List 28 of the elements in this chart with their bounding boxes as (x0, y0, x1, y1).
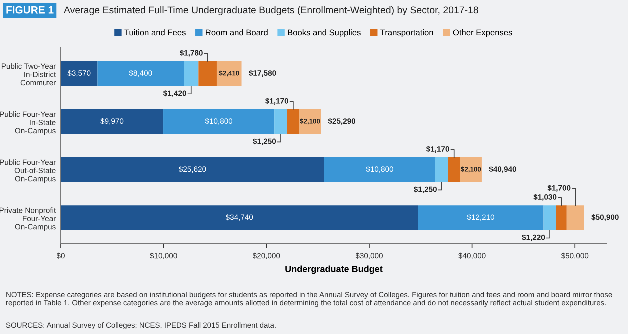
bar (61, 158, 324, 183)
bar (184, 61, 199, 86)
bar (299, 109, 322, 134)
bar (216, 61, 242, 86)
legend-label: Tuition and Fees (124, 30, 186, 36)
bar (61, 109, 164, 134)
caption: FIGURE 1 (6, 6, 54, 14)
bar (164, 109, 275, 134)
legend-label: Other Expenses (453, 30, 512, 38)
bar (287, 109, 300, 134)
bar (418, 206, 544, 231)
bar (544, 206, 556, 231)
bar (274, 109, 288, 134)
bar (435, 158, 448, 183)
chart-title: Average Estimated Full-Time Undergraduate Budgets (Enrollment-Weighted) by Sector, 2017-18 (64, 6, 478, 16)
legend-label: Transportation (380, 30, 434, 38)
bar (448, 158, 460, 183)
bar (566, 206, 584, 231)
legend-label: Room and Board (206, 30, 268, 36)
bar (61, 61, 98, 86)
bar (61, 206, 418, 231)
bar (460, 158, 482, 183)
x-axis-title: Undergraduate Budget (286, 266, 383, 274)
bar (556, 206, 567, 231)
bar (198, 61, 217, 86)
bar (324, 158, 436, 183)
legend-label: Books and Supplies (288, 30, 361, 38)
bar (98, 61, 184, 86)
